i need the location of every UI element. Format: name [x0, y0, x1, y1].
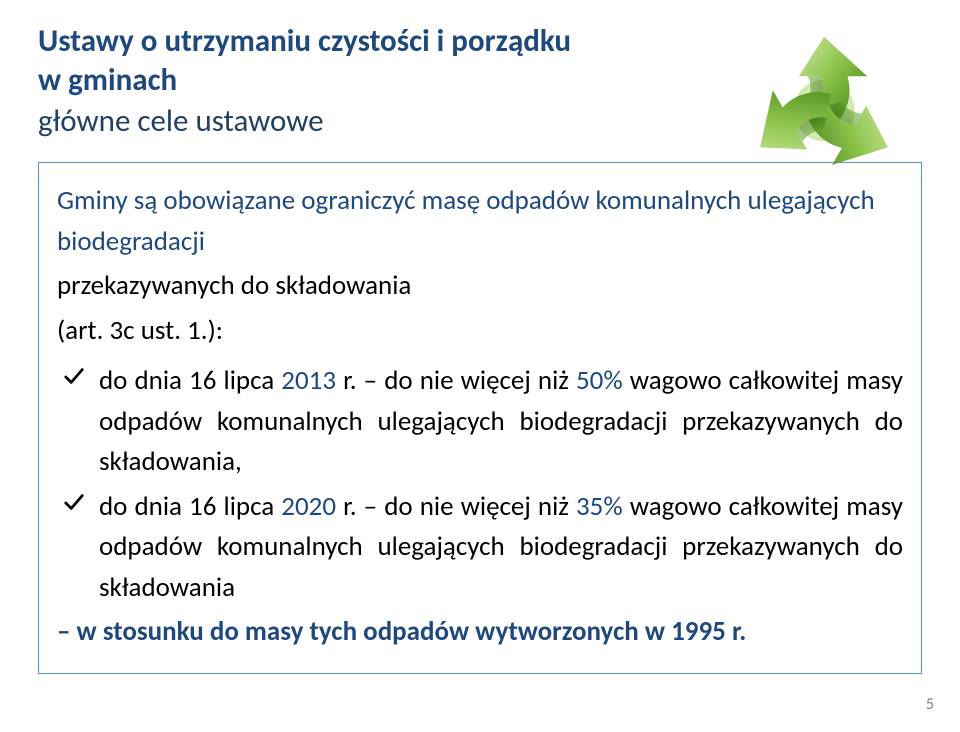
bullet-item: do dnia 16 lipca 2020 r. – do nie więcej… — [57, 487, 903, 609]
text: do dnia 16 lipca — [99, 490, 281, 523]
text: r. – do nie więcej niż — [336, 490, 576, 523]
intro-colored: Gminy są obowiązane ograniczyć masę odpa… — [57, 181, 903, 262]
bullet-text: do dnia 16 lipca 2020 r. – do nie więcej… — [99, 490, 903, 604]
intro-black-l1: przekazywanych do składowania — [57, 266, 903, 307]
page-number: 5 — [926, 695, 934, 714]
bullet-item: do dnia 16 lipca 2013 r. – do nie więcej… — [57, 361, 903, 483]
bullet-list: do dnia 16 lipca 2013 r. – do nie więcej… — [57, 361, 903, 608]
check-icon — [63, 365, 85, 387]
recycle-icon — [734, 20, 914, 192]
text-blue: 50% — [576, 364, 623, 397]
check-icon — [63, 491, 85, 513]
bullet-text: do dnia 16 lipca 2013 r. – do nie więcej… — [99, 364, 903, 478]
text: do dnia 16 lipca — [99, 364, 281, 397]
final-line: – w stosunku do masy tych odpadów wytwor… — [57, 612, 903, 653]
text-blue: 2020 — [281, 490, 336, 523]
text: r. – do nie więcej niż — [336, 364, 576, 397]
content-box: Gminy są obowiązane ograniczyć masę odpa… — [38, 162, 922, 674]
text-blue: 2013 — [281, 364, 336, 397]
slide: Ustawy o utrzymaniu czystości i porządku… — [0, 0, 960, 732]
text-blue: 35% — [576, 490, 623, 523]
intro-black-l2: (art. 3c ust. 1.): — [57, 311, 903, 352]
